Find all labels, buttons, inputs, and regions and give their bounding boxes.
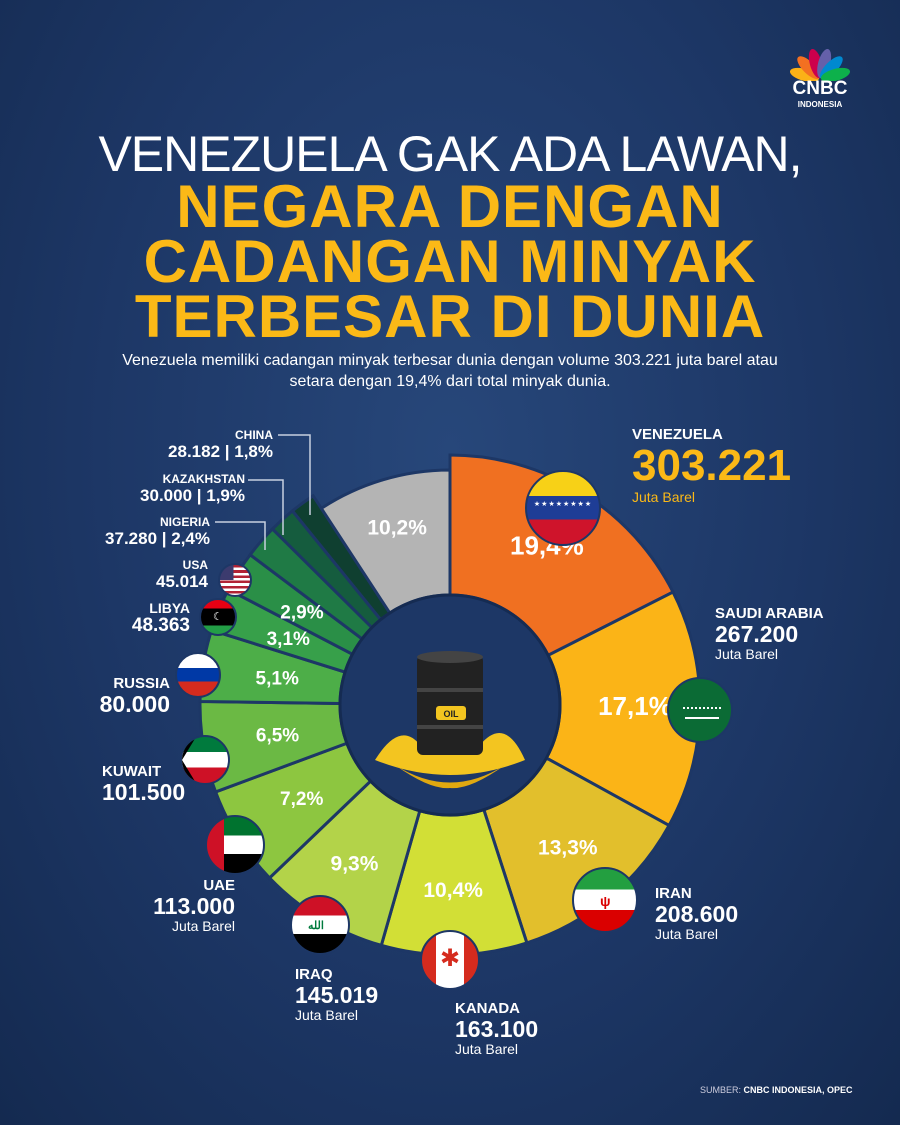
label-venezuela: VENEZUELA 303.221 Juta Barel: [632, 426, 791, 505]
country-name: VENEZUELA: [632, 426, 723, 443]
percent-label: 17,1%: [598, 691, 672, 721]
percent-label: 5,1%: [256, 668, 299, 689]
country-value: 303.221: [632, 441, 792, 490]
description: Venezuela memiliki cadangan minyak terbe…: [122, 352, 778, 390]
kuwait-flag-icon: [180, 735, 230, 785]
source-text: CNBC INDONESIA, OPEC: [743, 1085, 853, 1095]
country-name: CHINA: [235, 428, 273, 442]
label-uae: UAE 113.000 Juta Barel: [153, 877, 235, 934]
percent-label: 9,3%: [331, 852, 379, 875]
country-percent: 2,4%: [171, 529, 210, 548]
country-value: 145.019: [295, 982, 379, 1008]
label-china: CHINA 28.182 | 1,8%: [168, 428, 273, 461]
country-name: UAE: [203, 877, 235, 894]
percent-label: 2,9%: [280, 603, 323, 624]
country-percent: 1,9%: [206, 486, 245, 505]
percent-label: 7,2%: [280, 789, 323, 810]
uae-flag-icon: [205, 815, 265, 875]
label-kazakhstan: KAZAKHSTAN 30.000 | 1,9%: [140, 472, 245, 505]
label-russia: RUSSIA 80.000: [100, 675, 170, 716]
country-value: 267.200: [715, 621, 799, 647]
iraq-flag-icon: الله: [290, 895, 350, 955]
percent-label: 3,1%: [267, 629, 310, 650]
country-name: IRAQ: [295, 966, 333, 983]
country-name: LIBYA: [149, 600, 190, 616]
logo-word: CNBC: [792, 78, 848, 99]
venezuela-flag-icon: ★★★★★★★★: [525, 470, 601, 546]
country-name: KUWAIT: [102, 763, 162, 780]
libya-flag-icon: ☾: [199, 598, 237, 636]
label-iraq: IRAQ 145.019 Juta Barel: [295, 966, 378, 1023]
country-unit: Juta Barel: [655, 926, 719, 942]
country-unit: Juta Barel: [632, 489, 696, 505]
label-saudi-arabia: SAUDI ARABIA 267.200 Juta Barel: [715, 605, 824, 662]
label-usa: USA 45.014: [156, 558, 208, 591]
source-prefix: SUMBER:: [700, 1085, 742, 1095]
label-kuwait: KUWAIT 101.500: [102, 763, 185, 804]
country-value: 48.363: [131, 615, 190, 636]
country-value: 45.014: [156, 572, 208, 591]
country-value: 37.280: [105, 529, 158, 548]
country-value: 28.182: [168, 442, 221, 461]
title-line-4: TERBESAR DI DUNIA: [134, 283, 766, 350]
title-line-3: CADANGAN MINYAK: [143, 228, 757, 295]
leader-lines: [215, 434, 311, 550]
country-unit: Juta Barel: [295, 1007, 359, 1023]
label-kanada: KANADA 163.100 Juta Barel: [455, 1000, 538, 1057]
label-iran: IRAN 208.600 Juta Barel: [655, 885, 738, 942]
label-nigeria: NIGERIA 37.280 | 2,4%: [105, 515, 210, 548]
country-unit: Juta Barel: [171, 918, 235, 934]
percent-label: 13,3%: [538, 837, 598, 860]
country-name: NIGERIA: [159, 515, 210, 529]
canada-flag-icon: ✱: [420, 930, 480, 990]
source-note: SUMBER: CNBC INDONESIA, OPEC: [700, 1085, 853, 1095]
saudi-flag-icon: [667, 677, 733, 743]
country-name: KANADA: [455, 1000, 520, 1017]
usa-flag-icon: [218, 563, 252, 597]
country-value: 208.600: [655, 901, 739, 927]
iran-flag-icon: ψ: [572, 867, 638, 933]
percent-label: 10,4%: [423, 879, 483, 902]
country-unit: Juta Barel: [715, 646, 779, 662]
label-libya: LIBYA 48.363: [132, 600, 190, 635]
logo-sub: INDONESIA: [797, 100, 843, 109]
peacock-icon: [789, 48, 851, 82]
country-value: 163.100: [455, 1016, 539, 1042]
russia-flag-icon: [175, 652, 221, 698]
country-percent: 1,8%: [234, 442, 273, 461]
country-value: 80.000: [99, 691, 170, 717]
oil-barrel-icon: OIL: [375, 651, 525, 789]
country-name: KAZAKHSTAN: [162, 472, 245, 486]
cnbc-logo: CNBC INDONESIA: [785, 45, 855, 115]
percent-label: 10,2%: [367, 517, 427, 540]
country-value: 30.000: [140, 486, 193, 505]
country-name: IRAN: [655, 885, 692, 902]
country-value: 101.500: [102, 779, 186, 805]
country-name: RUSSIA: [113, 675, 170, 692]
title-line-2: NEGARA DENGAN: [176, 173, 724, 240]
barrel-label: OIL: [444, 709, 460, 719]
country-name: SAUDI ARABIA: [715, 605, 824, 622]
country-unit: Juta Barel: [455, 1041, 519, 1057]
country-value: 113.000: [153, 893, 235, 919]
title-line-1: VENEZUELA GAK ADA LAWAN,: [98, 126, 802, 182]
country-name: USA: [182, 558, 208, 572]
percent-label: 6,5%: [256, 726, 299, 747]
